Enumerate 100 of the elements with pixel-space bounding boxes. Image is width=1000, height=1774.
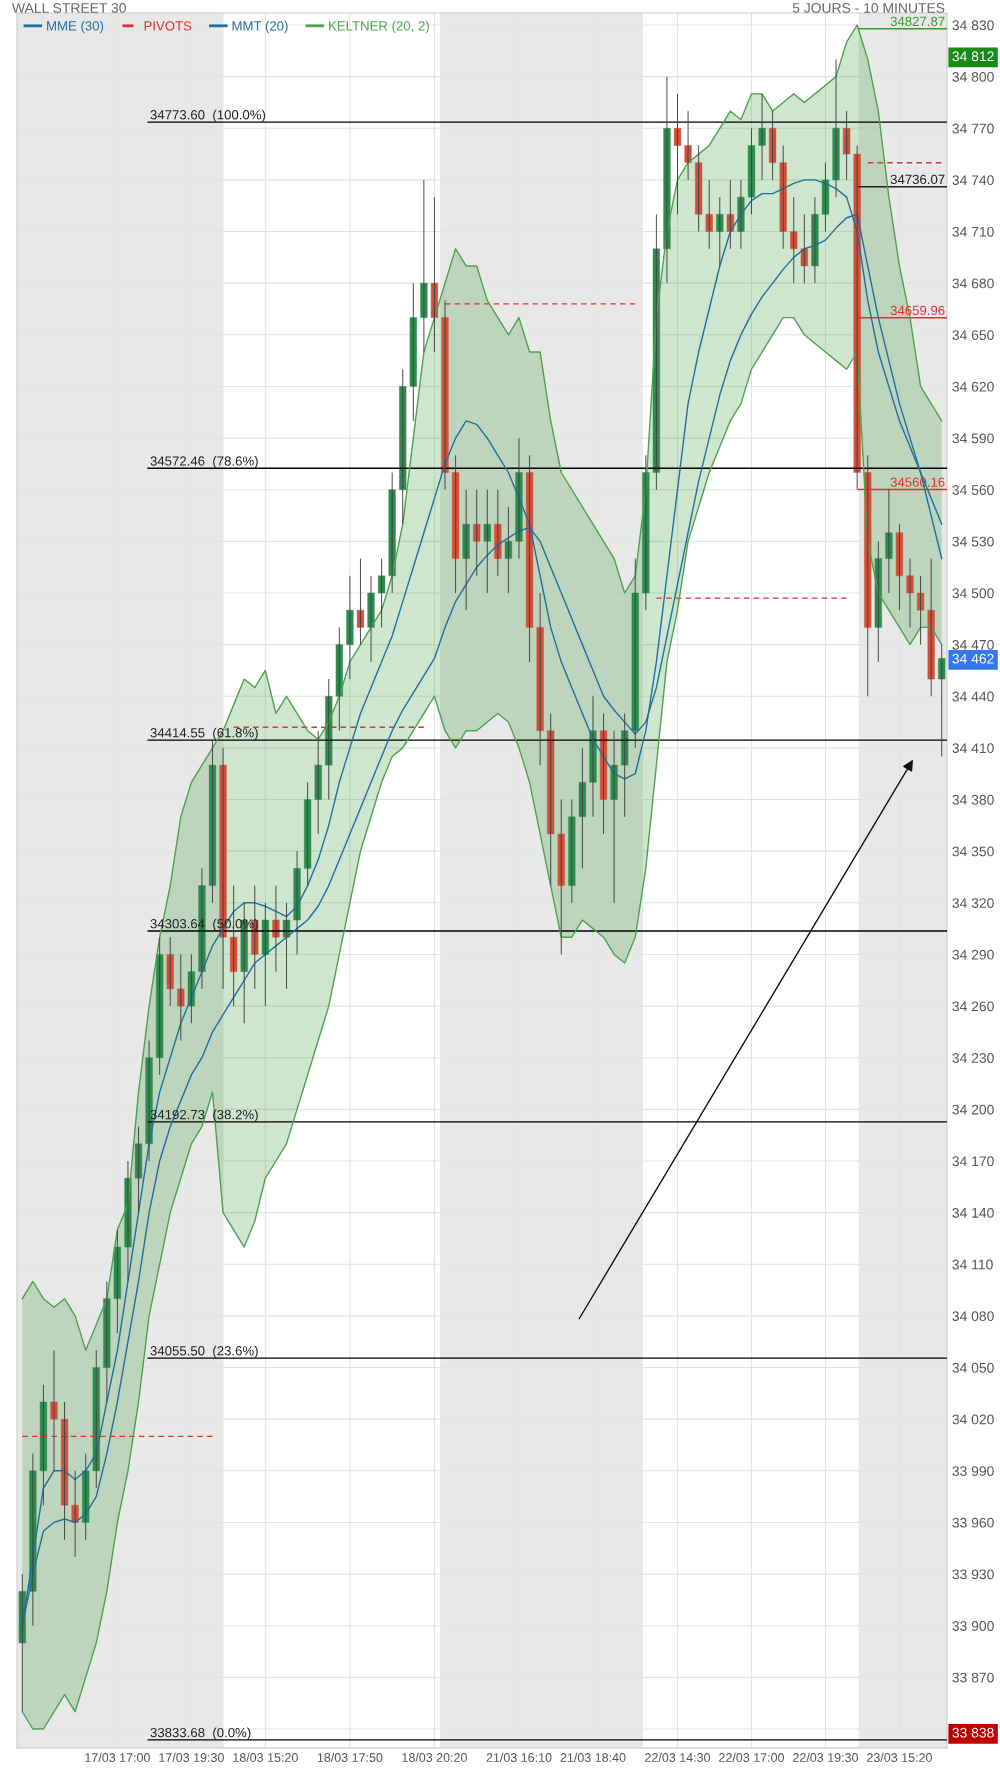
candlestick <box>82 1453 90 1541</box>
y-tick-label: 34 350 <box>952 846 994 857</box>
y-tick-label: 34 020 <box>952 1414 994 1425</box>
y-tick-label: 34 710 <box>952 226 994 237</box>
candlestick <box>547 712 555 887</box>
candlestick <box>103 1280 111 1403</box>
candlestick <box>578 747 586 869</box>
candlestick <box>821 162 830 233</box>
y-tick-label: 34 620 <box>952 381 994 392</box>
candlestick <box>113 1229 121 1334</box>
candlestick <box>18 1573 26 1713</box>
x-tick-label: 22/03 14:30 <box>645 1752 711 1762</box>
y-tick-label: 33 990 <box>952 1466 994 1476</box>
candlestick <box>399 368 407 525</box>
legend-label: KELTNER (20, 2) <box>329 20 429 34</box>
candlestick <box>378 558 386 628</box>
candlestick <box>261 902 269 1007</box>
y-tick-label: 34 560 <box>952 485 994 495</box>
candlestick <box>177 953 185 1041</box>
candlestick <box>388 472 396 594</box>
y-tick-label: 34 410 <box>952 743 994 754</box>
y-tick-label: 34 590 <box>952 433 994 444</box>
candlestick <box>673 93 682 215</box>
chart-title: WALL STREET 30 <box>12 3 126 13</box>
candlestick <box>92 1349 100 1489</box>
candlestick <box>906 558 914 628</box>
x-tick-label: 21/03 16:10 <box>486 1752 552 1762</box>
y-tick-label: 34 740 <box>952 175 994 186</box>
y-tick-label: 34 080 <box>952 1311 994 1322</box>
y-tick-label: 34 260 <box>952 1001 994 1012</box>
candlestick <box>695 144 703 233</box>
ref-line-label: 34055.50 (23.6%) <box>150 1345 258 1359</box>
y-tick-label: 34 530 <box>952 536 994 547</box>
candlestick <box>60 1401 69 1541</box>
candlestick <box>769 110 777 181</box>
candlestick <box>631 558 639 749</box>
candlestick <box>716 196 724 267</box>
candlestick <box>790 196 798 284</box>
y-tick-label: 34 800 <box>952 71 994 82</box>
candlestick <box>304 781 312 887</box>
candlestick <box>642 454 650 611</box>
candlestick <box>134 1126 143 1214</box>
y-tick-label: 34 230 <box>952 1053 994 1063</box>
y-tick-label: 34 290 <box>952 949 994 960</box>
y-tick-label: 34 200 <box>952 1104 994 1115</box>
candlestick <box>874 540 882 663</box>
y-tick-label: 33 900 <box>952 1621 994 1631</box>
legend-label: MME (30) <box>47 20 104 34</box>
candlestick <box>335 626 343 732</box>
y-tick-label: 34 812 <box>952 51 994 62</box>
x-tick-label: 21/03 18:40 <box>560 1752 626 1762</box>
candlestick <box>843 110 851 181</box>
ref-line-label: 34773.60 (100.0%) <box>150 109 266 123</box>
y-tick-label: 33 930 <box>952 1569 994 1580</box>
ref-line-label: 33833.68 (0.0%) <box>150 1727 251 1740</box>
candlestick <box>895 523 904 611</box>
y-tick-label: 34 680 <box>952 278 994 289</box>
candlestick <box>451 454 460 594</box>
y-tick-label: 33 870 <box>952 1672 994 1683</box>
x-tick-label: 23/03 15:20 <box>867 1752 932 1762</box>
ref-line-label: 34827.87 <box>890 16 945 27</box>
x-tick-label: 18/03 15:20 <box>233 1752 298 1762</box>
candlestick <box>621 712 629 818</box>
y-tick-label: 34 650 <box>952 330 994 340</box>
y-tick-label: 34 462 <box>952 653 994 664</box>
legend-label: MMT (20) <box>232 20 288 34</box>
x-tick-label: 17/03 17:00 <box>85 1752 150 1762</box>
y-tick-label: 34 830 <box>952 20 994 31</box>
candlestick <box>208 738 217 904</box>
candlestick <box>473 489 481 577</box>
candlestick <box>483 489 491 594</box>
candlestick <box>916 575 925 646</box>
y-tick-label: 33 838 <box>952 1727 994 1738</box>
candlestick <box>166 936 174 1007</box>
candlestick <box>726 179 734 250</box>
candlestick <box>50 1349 58 1472</box>
candlestick <box>504 506 513 594</box>
candlestick <box>187 953 195 1024</box>
candlestick <box>800 213 808 284</box>
candlestick <box>156 936 164 1076</box>
y-tick-label: 34 170 <box>952 1156 994 1167</box>
y-tick-label: 34 440 <box>952 691 994 702</box>
y-tick-label: 34 320 <box>952 898 994 908</box>
candlestick <box>652 213 660 491</box>
candlestick <box>409 282 417 422</box>
x-tick-label: 18/03 17:50 <box>317 1752 383 1762</box>
y-tick-label: 34 110 <box>952 1259 993 1270</box>
candlestick <box>356 558 365 646</box>
candlestick <box>525 454 534 663</box>
legend-label: PIVOTS <box>144 21 192 31</box>
y-tick-label: 34 380 <box>952 794 994 805</box>
x-tick-label: 18/03 20:20 <box>402 1752 467 1762</box>
candlestick <box>314 730 322 835</box>
y-tick-label: 34 050 <box>952 1362 994 1373</box>
candlestick <box>325 678 333 801</box>
y-tick-label: 34 500 <box>952 588 994 599</box>
candlestick <box>747 127 756 215</box>
candlestick <box>39 1384 48 1506</box>
candlestick <box>938 644 946 757</box>
x-tick-label: 22/03 19:30 <box>793 1752 858 1762</box>
